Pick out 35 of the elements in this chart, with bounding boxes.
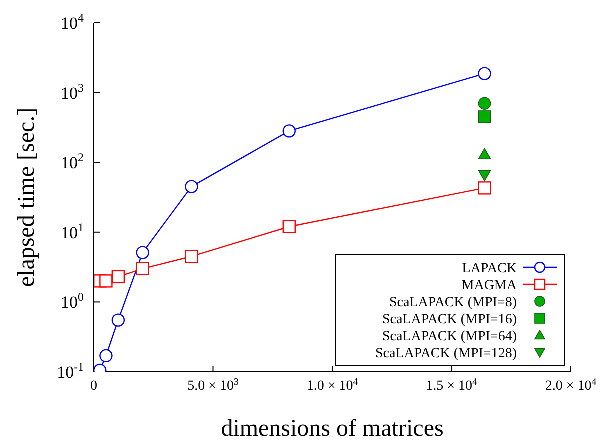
point xyxy=(282,220,296,234)
point xyxy=(112,314,126,327)
legend-label: ScaLAPACK (MPI=16) xyxy=(382,312,518,328)
y-tick-label: 10$^{1}$ xyxy=(61,220,84,242)
point xyxy=(185,180,198,194)
point xyxy=(282,124,296,138)
x-tick-label: 1.5 × 10$^{4}$ xyxy=(426,376,478,394)
point xyxy=(136,262,150,276)
x-tick-label: 1.0 × 10$^{4}$ xyxy=(306,376,358,394)
y-axis-title: elapsed time [sec.] xyxy=(14,108,40,288)
legend-label: MAGMA xyxy=(462,278,518,294)
x-tick-label: 2.0 × 10$^{4}$ xyxy=(545,376,597,394)
point xyxy=(478,97,492,110)
point xyxy=(478,110,492,124)
y-tick-label: 10$^{0}$ xyxy=(61,290,84,312)
legend-label: ScaLAPACK (MPI=128) xyxy=(375,346,518,362)
y-tick-label: 10$^{-1}$ xyxy=(57,360,84,382)
legend-label: LAPACK xyxy=(462,262,517,276)
point xyxy=(100,349,113,363)
point xyxy=(185,250,198,264)
point xyxy=(478,182,492,195)
x-tick-label: 5.0 × 10$^{3}$ xyxy=(188,376,239,394)
legend-label: ScaLAPACK (MPI=64) xyxy=(382,330,518,344)
y-tick-label: 10$^{2}$ xyxy=(61,150,84,173)
point xyxy=(112,270,126,284)
y-tick-label: 10$^{3}$ xyxy=(61,80,84,103)
legend-label: ScaLAPACK (MPI=8) xyxy=(389,296,518,310)
x-axis-title: dimensions of matrices xyxy=(221,416,444,442)
point xyxy=(478,170,492,182)
y-tick-label: 10$^{4}$ xyxy=(61,11,84,33)
x-tick-label: 0 xyxy=(90,379,98,394)
point xyxy=(136,246,150,260)
point xyxy=(478,148,492,160)
point xyxy=(100,274,113,288)
point xyxy=(478,67,492,80)
